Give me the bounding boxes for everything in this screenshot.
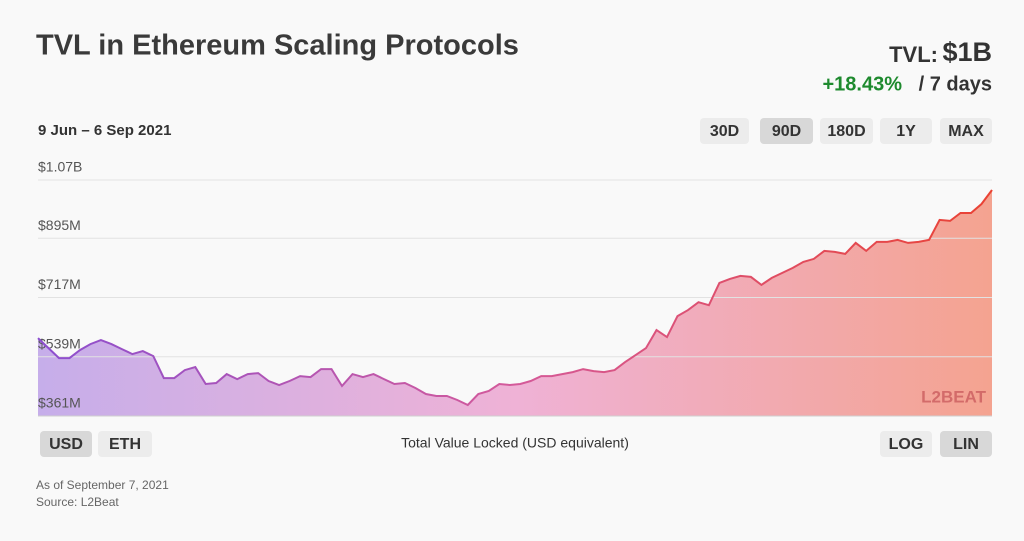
button-label[interactable]: 90D bbox=[772, 123, 801, 140]
chart-caption: Total Value Locked (USD equivalent) bbox=[401, 435, 629, 451]
button-bg[interactable] bbox=[700, 118, 749, 144]
button-label[interactable]: 30D bbox=[710, 123, 739, 140]
button-bg[interactable] bbox=[40, 431, 92, 457]
button[interactable]: MAX bbox=[940, 118, 992, 144]
button-bg[interactable] bbox=[940, 118, 992, 144]
button-label[interactable]: ETH bbox=[109, 436, 141, 453]
date-range: 9 Jun – 6 Sep 2021 bbox=[38, 122, 171, 139]
button[interactable]: 90D bbox=[760, 118, 813, 144]
y-tick-label: $717M bbox=[38, 276, 81, 292]
as-of: As of September 7, 2021 bbox=[36, 478, 169, 492]
button-bg[interactable] bbox=[940, 431, 992, 457]
y-tick-label: $1.07B bbox=[38, 159, 82, 175]
button[interactable]: 30D bbox=[700, 118, 749, 144]
button-bg[interactable] bbox=[880, 118, 932, 144]
tvl-change: +18.43% bbox=[822, 73, 902, 95]
tvl-change-period: / 7 days bbox=[919, 73, 992, 95]
area-fill bbox=[38, 190, 992, 416]
title: TVL in Ethereum Scaling Protocols bbox=[36, 30, 519, 62]
button-label[interactable]: LOG bbox=[889, 436, 924, 453]
y-tick-label: $895M bbox=[38, 217, 81, 233]
button-bg[interactable] bbox=[880, 431, 932, 457]
tvl-value: $1B bbox=[942, 37, 992, 67]
button-bg[interactable] bbox=[820, 118, 873, 144]
button-bg[interactable] bbox=[760, 118, 813, 144]
button-label[interactable]: USD bbox=[49, 436, 83, 453]
button-label[interactable]: LIN bbox=[953, 436, 979, 453]
button[interactable]: 1Y bbox=[880, 118, 932, 144]
button[interactable]: ETH bbox=[98, 431, 152, 457]
watermark: L2BEAT bbox=[921, 387, 986, 406]
button-label[interactable]: MAX bbox=[948, 123, 984, 140]
area-line bbox=[37, 189, 993, 407]
source: Source: L2Beat bbox=[36, 495, 119, 509]
button-label[interactable]: 1Y bbox=[896, 123, 916, 140]
button[interactable]: 180D bbox=[820, 118, 873, 144]
button-label[interactable]: 180D bbox=[827, 123, 865, 140]
tvl-label: TVL: bbox=[889, 42, 938, 67]
button[interactable]: LIN bbox=[940, 431, 992, 457]
y-tick-label: $361M bbox=[38, 395, 81, 411]
button[interactable]: USD bbox=[40, 431, 92, 457]
button-bg[interactable] bbox=[98, 431, 152, 457]
button[interactable]: LOG bbox=[880, 431, 932, 457]
